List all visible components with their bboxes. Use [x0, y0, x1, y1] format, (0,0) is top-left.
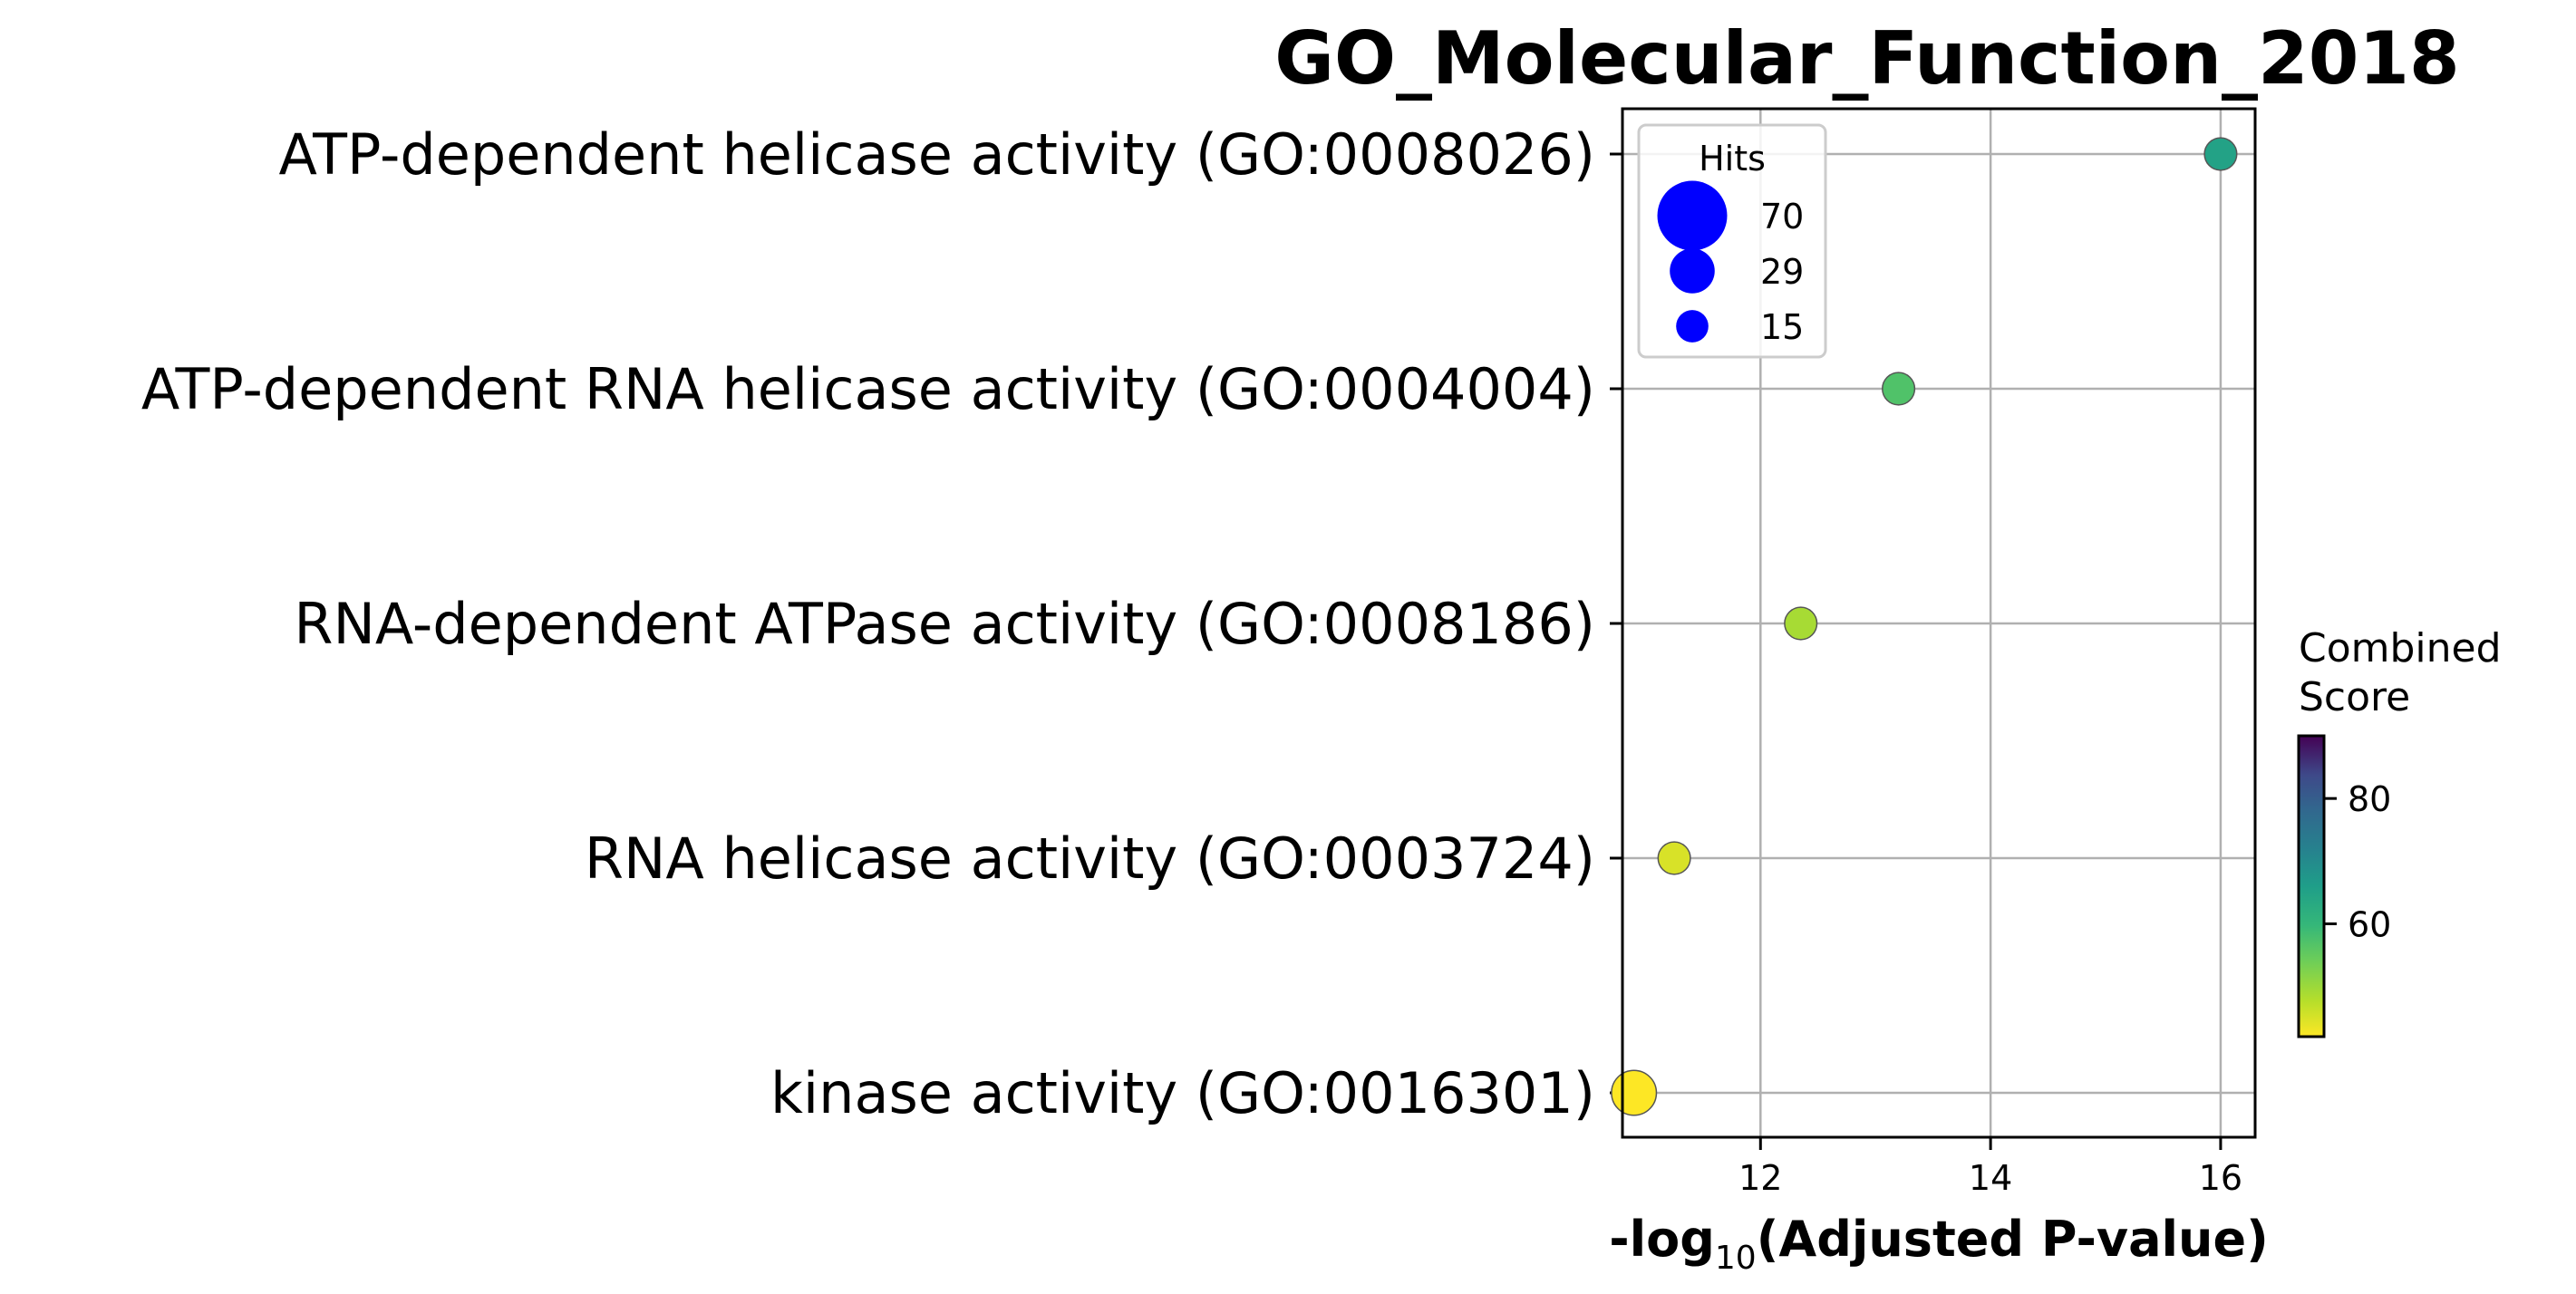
- x-tick-label: 16: [2199, 1158, 2242, 1198]
- y-tick-label: RNA helicase activity (GO:0003724): [585, 826, 1595, 892]
- colorbar-ticks: 60 80: [2324, 779, 2391, 945]
- colorbar: Combined Score 60 80: [2297, 625, 2502, 1038]
- x-tick-label: 12: [1738, 1158, 1782, 1198]
- colorbar-tick-label: 60: [2348, 905, 2391, 945]
- data-points: [1611, 137, 2238, 1116]
- legend-label: 15: [1760, 307, 1804, 347]
- legend-marker: [1670, 248, 1715, 294]
- colorbar-gradient: [2297, 734, 2326, 1038]
- colorbar-title-line2: Score: [2299, 674, 2410, 720]
- x-axis-label-prefix: -log: [1609, 1211, 1715, 1268]
- x-axis-ticks: 12 14 16: [1738, 1137, 2242, 1198]
- legend-label: 29: [1760, 252, 1804, 292]
- data-point: [1882, 372, 1916, 406]
- legend-marker: [1657, 180, 1728, 251]
- legend-label: 70: [1760, 197, 1804, 237]
- legend-title: Hits: [1699, 139, 1766, 179]
- y-tick-label: ATP-dependent RNA helicase activity (GO:…: [141, 356, 1595, 422]
- legend-entries: 70 29 15: [1657, 180, 1804, 347]
- x-axis-label: -log10(Adjusted P-value): [1609, 1211, 2269, 1277]
- plot-area-frame: [1621, 107, 2257, 1139]
- data-point: [2203, 137, 2238, 171]
- x-axis-label-subscript: 10: [1715, 1240, 1757, 1277]
- chart-title: GO_Molecular_Function_2018: [1274, 16, 2459, 101]
- data-point: [1611, 1069, 1658, 1116]
- y-tick-label: ATP-dependent helicase activity (GO:0008…: [279, 121, 1596, 188]
- size-legend: Hits 70 29 15: [1637, 123, 1827, 359]
- legend-marker: [1676, 310, 1709, 343]
- x-axis-label-suffix: (Adjusted P-value): [1757, 1211, 2269, 1268]
- data-point: [1784, 606, 1818, 641]
- x-tick-label: 14: [1969, 1158, 2012, 1198]
- y-tick-label: kinase activity (GO:0016301): [770, 1060, 1595, 1126]
- y-tick-label: RNA-dependent ATPase activity (GO:000818…: [294, 591, 1595, 657]
- colorbar-tick-label: 80: [2348, 779, 2391, 819]
- y-axis-tick-labels: ATP-dependent helicase activity (GO:0008…: [141, 121, 1622, 1126]
- data-point: [1657, 841, 1691, 875]
- colorbar-title-line1: Combined: [2299, 625, 2502, 671]
